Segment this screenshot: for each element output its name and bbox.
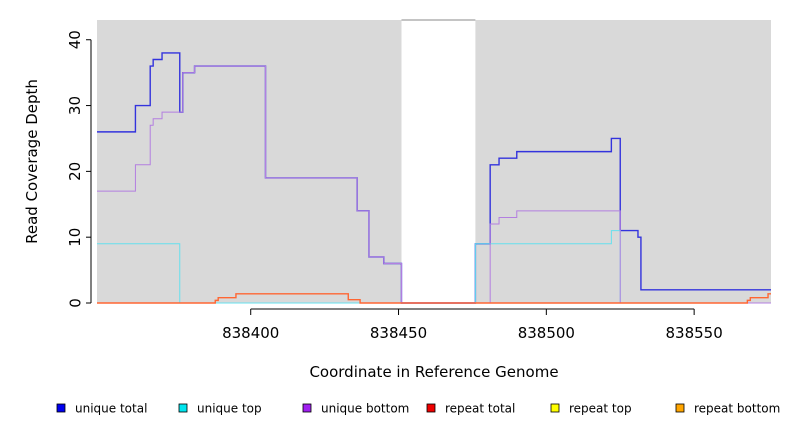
x-tick-label-838500: 838500 — [518, 324, 575, 342]
plot-area-right — [475, 20, 771, 303]
y-tick-label-40: 40 — [66, 30, 84, 49]
y-tick-label-30: 30 — [66, 96, 84, 115]
x-axis-title: Coordinate in Reference Genome — [309, 363, 558, 381]
legend-label-repeat-top: repeat top — [569, 402, 632, 416]
x-tick-label-838550: 838550 — [666, 324, 723, 342]
legend-swatch-unique-top — [178, 403, 188, 413]
legend-swatch-repeat-total — [426, 403, 436, 413]
legend-label-unique-total: unique total — [75, 402, 147, 416]
legend: unique total unique top unique bottom repea… — [56, 402, 780, 416]
series-unique-bottom — [97, 65, 771, 304]
legend-label-unique-top: unique top — [197, 402, 262, 416]
y-tick-label-0: 0 — [66, 298, 84, 308]
x-tick-label-838450: 838450 — [370, 324, 427, 342]
legend-swatch-repeat-top — [550, 403, 560, 413]
plot-area-left — [97, 20, 402, 303]
plot-background — [97, 19, 771, 303]
x-tick-label-838400: 838400 — [222, 324, 279, 342]
legend-swatch-unique-bottom — [302, 403, 312, 413]
legend-label-repeat-total: repeat total — [445, 402, 515, 416]
axes: 0 10 20 30 40 838400 838450 838500 838550 — [66, 30, 723, 342]
series-lines — [97, 52, 771, 304]
legend-label-unique-bottom: unique bottom — [321, 402, 409, 416]
y-tick-label-10: 10 — [66, 228, 84, 247]
legend-label-repeat-bottom: repeat bottom — [694, 402, 780, 416]
legend-swatch-unique-total — [56, 403, 66, 413]
y-tick-label-20: 20 — [66, 162, 84, 181]
y-axis-title: Read Coverage Depth — [23, 79, 41, 244]
legend-swatch-repeat-bottom — [675, 403, 685, 413]
series-repeat-total — [97, 293, 771, 304]
